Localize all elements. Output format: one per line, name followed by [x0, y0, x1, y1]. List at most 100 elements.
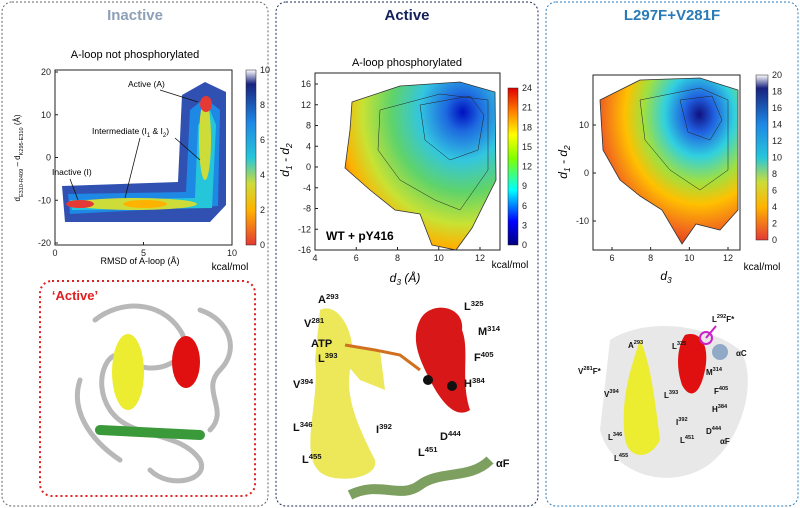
annotation: Inactive (I) [52, 167, 92, 177]
text-part: L [614, 454, 619, 463]
residue-label: H384 [712, 404, 728, 414]
x-tick-label: 0 [52, 248, 57, 258]
y-tick-label: 0 [306, 162, 311, 172]
text-part: L [712, 315, 717, 324]
panel-subtitle: A-loop phosphorylated [352, 57, 462, 69]
x-tick-label: 6 [609, 253, 614, 263]
colorbar-tick-label: 15 [522, 142, 532, 152]
text-part: 2 [163, 133, 166, 139]
y-axis-label: d1 - d2 [556, 145, 572, 179]
y-axis-label: d1 - d2 [278, 143, 294, 177]
y-tick-label: -10 [576, 216, 589, 226]
text-part: (Å) [13, 114, 22, 127]
panel-subtitle: A-loop not phosphorylated [71, 49, 199, 61]
text-part: - d [278, 148, 292, 166]
y-tick-label: -16 [298, 245, 311, 255]
colorbar-tick-label: 4 [772, 202, 777, 212]
text-part: 325 [677, 341, 686, 347]
text-part: d [556, 172, 570, 179]
text-part: 2 [284, 143, 294, 149]
text-part: 293 [634, 340, 643, 346]
text-part: RMSD of A-loop (Å) [100, 256, 179, 266]
colorbar-tick-label: 2 [772, 219, 777, 229]
x-tick-label: 10 [227, 248, 237, 258]
residue-label: L346 [608, 432, 622, 442]
heatmap [314, 72, 501, 251]
text-part: αF [720, 437, 730, 446]
colorbar [755, 74, 769, 241]
residue-label: αC [736, 349, 747, 358]
binding-pocket [310, 307, 494, 500]
y-tick-label: 20 [41, 67, 51, 77]
protein-structure [600, 325, 748, 478]
residue-label: L451 [680, 435, 694, 445]
panel-frame [545, 1, 799, 507]
text-part: L [608, 433, 613, 442]
text-part: d [13, 197, 22, 201]
residue-label: D444 [440, 429, 462, 443]
residue-label: V281F* [578, 366, 602, 376]
text-part: A [628, 341, 634, 350]
x-axis-label: d3 [660, 269, 672, 285]
text-part: 1 [562, 167, 572, 172]
text-part: 392 [379, 422, 392, 431]
residue-label: ATP [311, 338, 332, 350]
text-part: L [680, 436, 685, 445]
colorbar-tick-label: 21 [522, 103, 532, 113]
y-tick-label: -12 [298, 224, 311, 234]
colorbar-tick-label: 2 [260, 205, 265, 215]
colorbar-tick-label: 0 [260, 240, 265, 250]
text-part: V [604, 390, 610, 399]
colorbar-unit: kcal/mol [212, 262, 249, 273]
text-part: H [464, 378, 472, 390]
text-part: d [660, 269, 667, 283]
y-tick-label: 8 [306, 121, 311, 131]
text-part: V [304, 318, 312, 330]
x-tick-label: 6 [354, 253, 359, 263]
residue-label: L325 [672, 341, 686, 351]
text-part: F* [726, 315, 735, 324]
y-tick-label: 16 [301, 79, 311, 89]
residue-label: L393 [664, 390, 678, 400]
residue-label: L451 [418, 445, 438, 459]
annotation-arrow [69, 178, 79, 201]
annotation-arrow [159, 89, 199, 103]
text-part: αC [736, 349, 747, 358]
text-part: 346 [613, 432, 622, 438]
residue-label: αF [496, 458, 510, 470]
text-part: L [418, 447, 425, 459]
colorbar-tick-label: 10 [260, 65, 270, 75]
panel-title: Active [384, 7, 429, 24]
x-tick-label: 4 [312, 253, 317, 263]
text-part: K295-E310 [19, 127, 25, 155]
residue-label: V394 [293, 377, 314, 391]
text-part: - d [556, 150, 570, 168]
text-part: 281 [583, 366, 592, 372]
text-part: d [278, 170, 292, 177]
colorbar-tick-label: 4 [260, 170, 265, 180]
residue-label: L325 [464, 299, 484, 313]
x-tick-label: 8 [395, 253, 400, 263]
text-part: αF [496, 458, 510, 470]
text-part: 3 [667, 275, 672, 285]
text-part: H [712, 405, 718, 414]
structure-label: ‘Active’ [52, 288, 98, 303]
colorbar-tick-label: 6 [522, 201, 527, 211]
text-part: 393 [325, 351, 338, 360]
residue-label: V394 [604, 389, 620, 399]
text-part: 384 [472, 376, 486, 385]
colorbar-tick-label: 18 [772, 87, 782, 97]
colorbar-unit: kcal/mol [744, 262, 781, 273]
colorbar-tick-label: 12 [522, 162, 532, 172]
text-part: 314 [487, 324, 501, 333]
colorbar-tick-label: 24 [522, 83, 532, 93]
text-part: F [714, 387, 719, 396]
text-part: M [706, 368, 713, 377]
text-part: V [293, 379, 301, 391]
residue-label: D444 [706, 426, 722, 436]
text-part: A [318, 294, 326, 306]
y-tick-label: 4 [306, 141, 311, 151]
colorbar-tick-label: 9 [522, 181, 527, 191]
text-part: 281 [311, 316, 325, 325]
